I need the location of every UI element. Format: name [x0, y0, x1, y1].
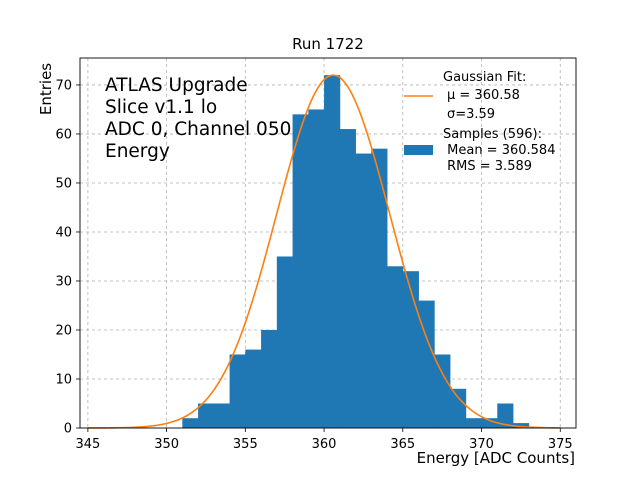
legend-fit-sigma: σ=3.59	[447, 107, 495, 122]
annotation-line-1: ATLAS Upgrade	[105, 75, 248, 96]
legend-samples-heading: Samples (596):	[443, 127, 542, 142]
histogram-bar	[481, 418, 498, 428]
histogram-bar	[245, 349, 262, 428]
annotation-line-2: Slice v1.1 lo	[105, 97, 217, 118]
histogram-bar	[465, 418, 482, 428]
y-tick-label: 50	[55, 176, 72, 191]
histogram-bar	[308, 109, 325, 428]
legend-samples-mean: Mean = 360.584	[443, 143, 555, 158]
histogram-bar	[339, 129, 356, 428]
axis-ticks: 345 350 355 360 365 370 375 0 10 20 30 40 50 60 70	[55, 78, 572, 452]
y-tick-label: 60	[55, 127, 72, 142]
histogram-bar	[418, 300, 435, 428]
x-axis-label: Energy [ADC Counts]	[417, 449, 575, 467]
y-tick-label: 30	[55, 274, 72, 289]
gaussian-fit-curve	[87, 74, 561, 429]
histogram-bar	[450, 388, 467, 428]
histogram-bar	[355, 153, 372, 428]
x-tick-label: 365	[390, 437, 415, 452]
chart-title: Run 1722	[292, 35, 364, 53]
annotation-line-4: Energy	[105, 141, 170, 162]
legend-samples-rms: RMS = 3.589	[443, 159, 532, 174]
histogram-bar	[229, 354, 246, 428]
histogram-bar	[371, 148, 388, 429]
histogram-bar	[213, 403, 230, 428]
histogram-bar	[387, 266, 404, 428]
legend: Gaussian Fit: μ = 360.58 σ=3.59 Samples …	[404, 70, 555, 174]
x-tick-label: 370	[469, 437, 494, 452]
x-tick-label: 355	[233, 437, 258, 452]
y-tick-label: 40	[55, 225, 72, 240]
histogram-bar	[324, 75, 341, 429]
histogram-bar	[434, 354, 451, 428]
y-tick-label: 20	[55, 323, 72, 338]
histogram-bar	[182, 418, 199, 428]
histogram-bars	[182, 75, 530, 429]
histogram-bar	[261, 329, 278, 428]
annotation-line-3: ADC 0, Channel 050	[105, 119, 291, 140]
y-tick-label: 0	[64, 422, 72, 437]
legend-fit-heading: Gaussian Fit:	[443, 70, 526, 85]
x-tick-label: 345	[75, 437, 100, 452]
annotation-block: ATLAS Upgrade Slice v1.1 lo ADC 0, Chann…	[105, 75, 291, 162]
histogram-bar	[276, 256, 293, 428]
x-tick-label: 360	[312, 437, 337, 452]
histogram-bar	[198, 403, 215, 428]
histogram-bar	[292, 114, 309, 429]
x-tick-label: 375	[548, 437, 573, 452]
y-tick-label: 70	[55, 78, 72, 93]
histogram-bar	[402, 271, 419, 428]
legend-fit-mu: μ = 360.58	[447, 88, 520, 103]
y-axis-label: Entries	[37, 63, 55, 115]
plot-frame	[79, 57, 577, 429]
histogram-bar	[497, 403, 514, 428]
histogram-bar	[513, 423, 530, 428]
x-tick-label: 350	[154, 437, 179, 452]
legend-samples-swatch	[404, 145, 433, 155]
y-tick-label: 10	[55, 372, 72, 387]
